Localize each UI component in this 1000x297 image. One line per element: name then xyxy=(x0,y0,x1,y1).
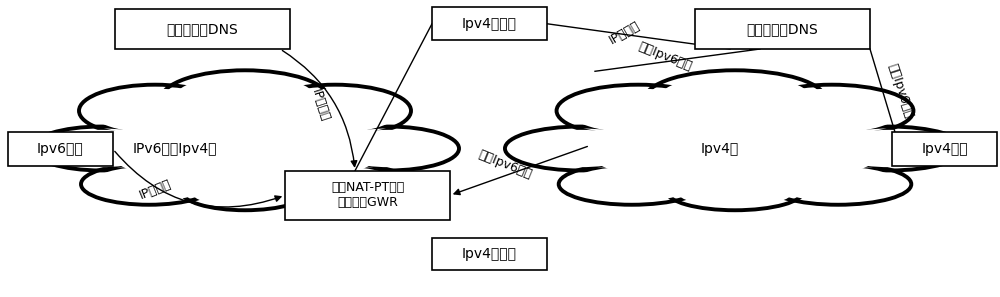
Ellipse shape xyxy=(645,70,825,128)
Text: Ipv6节点: Ipv6节点 xyxy=(37,142,84,156)
Text: 域名服务器DNS: 域名服务器DNS xyxy=(167,22,238,36)
Bar xyxy=(115,9,290,49)
Ellipse shape xyxy=(91,167,207,202)
Ellipse shape xyxy=(826,130,954,167)
Ellipse shape xyxy=(584,111,886,186)
Text: IP包流向: IP包流向 xyxy=(137,178,173,202)
Text: IPv6域或Ipv4域: IPv6域或Ipv4域 xyxy=(133,141,217,156)
Ellipse shape xyxy=(330,130,448,167)
Ellipse shape xyxy=(95,107,395,190)
Text: Ipv4路由器: Ipv4路由器 xyxy=(462,247,517,261)
Ellipse shape xyxy=(161,70,329,128)
Ellipse shape xyxy=(42,130,160,167)
Ellipse shape xyxy=(174,75,316,124)
Bar xyxy=(892,132,997,166)
Ellipse shape xyxy=(666,172,804,210)
Text: 域名服务器DNS: 域名服务器DNS xyxy=(747,22,818,36)
Ellipse shape xyxy=(273,164,409,205)
Ellipse shape xyxy=(105,111,385,186)
Text: 解析Ipv6地址: 解析Ipv6地址 xyxy=(476,148,534,181)
Ellipse shape xyxy=(762,89,901,133)
Text: IP包流向: IP包流向 xyxy=(607,19,643,47)
Ellipse shape xyxy=(658,75,812,124)
Bar xyxy=(695,9,870,49)
Ellipse shape xyxy=(516,130,644,167)
Ellipse shape xyxy=(574,107,896,190)
Ellipse shape xyxy=(569,89,708,133)
Text: Ipv4路由器: Ipv4路由器 xyxy=(462,17,517,31)
Text: 解析Ipv6地址: 解析Ipv6地址 xyxy=(885,61,915,120)
Ellipse shape xyxy=(765,164,911,205)
Ellipse shape xyxy=(81,164,217,205)
Bar xyxy=(8,132,113,166)
Text: 支持NAT-PT的网
关路由器GWR: 支持NAT-PT的网 关路由器GWR xyxy=(331,181,404,209)
Ellipse shape xyxy=(181,172,309,210)
Bar xyxy=(285,171,450,220)
Ellipse shape xyxy=(31,127,171,170)
Ellipse shape xyxy=(191,175,299,207)
Ellipse shape xyxy=(283,167,399,202)
Ellipse shape xyxy=(570,167,694,202)
Ellipse shape xyxy=(559,164,705,205)
Ellipse shape xyxy=(776,167,900,202)
Text: Ipv4域: Ipv4域 xyxy=(701,141,739,156)
Ellipse shape xyxy=(90,89,220,133)
Ellipse shape xyxy=(259,85,411,137)
Text: IP包流向: IP包流向 xyxy=(309,87,331,124)
Ellipse shape xyxy=(79,85,231,137)
Text: 解析Ipv6地址: 解析Ipv6地址 xyxy=(636,40,694,73)
Ellipse shape xyxy=(815,127,965,170)
Ellipse shape xyxy=(505,127,655,170)
Text: Ipv4节点: Ipv4节点 xyxy=(921,142,968,156)
Bar xyxy=(432,7,547,40)
Ellipse shape xyxy=(270,89,400,133)
Bar xyxy=(432,238,547,270)
Ellipse shape xyxy=(750,85,913,137)
Ellipse shape xyxy=(557,85,720,137)
Ellipse shape xyxy=(319,127,459,170)
Ellipse shape xyxy=(677,175,793,207)
